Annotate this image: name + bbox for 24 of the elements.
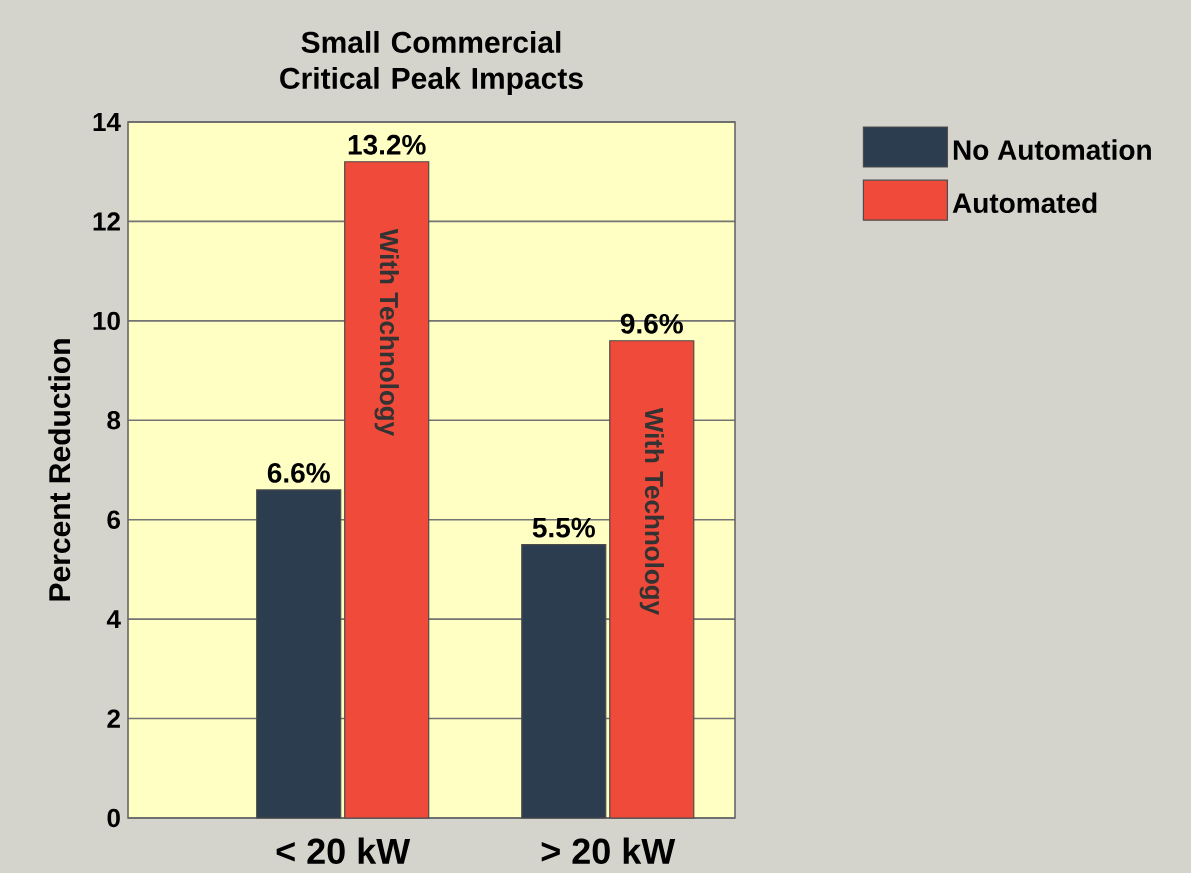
data-label: 5.5%: [532, 517, 595, 538]
y-tick-label: 12: [93, 212, 120, 231]
y-tick-label: 4: [106, 610, 121, 629]
data-label: 9.6%: [620, 313, 683, 334]
bar: [609, 340, 695, 819]
chart-title: Small Commercial Critical Peak Impacts: [280, 30, 583, 95]
x-tick-label: < 20 kW: [276, 837, 411, 865]
y-tick-label: 14: [93, 113, 121, 131]
legend-label: No Automation: [953, 139, 1151, 160]
bar: [521, 543, 607, 819]
annotation: With Technology: [374, 228, 399, 436]
annotation: With Technology: [639, 407, 664, 615]
y-tick-label: 6: [107, 510, 120, 529]
y-tick-label: 8: [107, 411, 121, 430]
bar: [344, 161, 430, 819]
legend-label: Automated: [952, 192, 1097, 214]
x-tick-label: > 20 kW: [541, 837, 676, 865]
data-label: 13.2%: [348, 134, 426, 155]
y-tick-label: 2: [107, 709, 120, 728]
data-label: 6.6%: [267, 462, 330, 483]
y-tick-label: 0: [107, 808, 120, 828]
y-axis-title: Percent Reduction: [48, 339, 71, 601]
bar: [256, 489, 342, 819]
y-tick-label: 10: [93, 311, 120, 331]
